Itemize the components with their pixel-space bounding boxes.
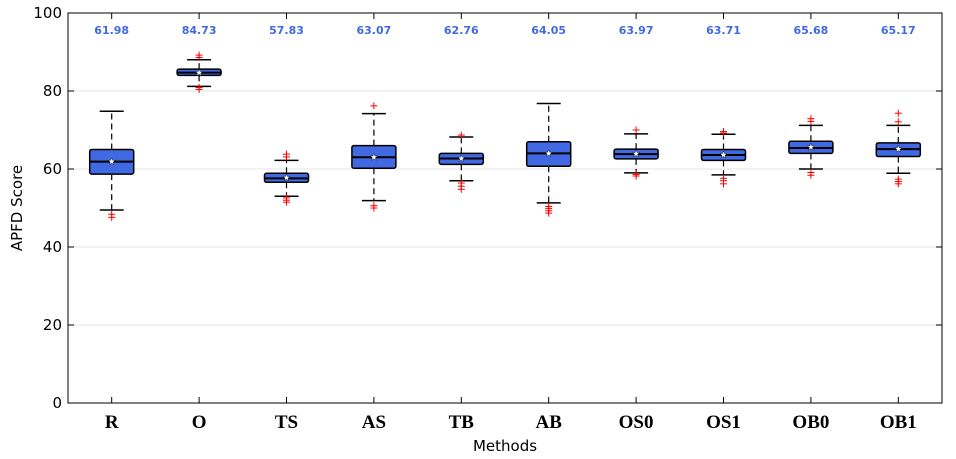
- box-AB: [525, 102, 572, 217]
- x-tick-label-OS1: OS1: [706, 412, 741, 433]
- box-OS1: [700, 128, 747, 188]
- outlier-point: [894, 109, 902, 117]
- box-AS: [351, 102, 397, 212]
- mean-marker: [369, 152, 378, 161]
- outlier-point: [457, 131, 465, 139]
- outlier-point: [632, 170, 640, 178]
- y-tick-label-20: 20: [43, 316, 62, 334]
- mean-label-O: 84.73: [182, 24, 217, 37]
- outlier-point: [545, 202, 553, 210]
- outlier-point: [195, 51, 203, 59]
- outlier-point: [720, 174, 727, 182]
- x-axis-label: Methods: [473, 437, 537, 455]
- mean-label-TS: 57.83: [269, 24, 304, 37]
- outlier-point: [894, 118, 902, 126]
- outlier-point: [370, 202, 378, 210]
- box-OS0: [613, 126, 659, 180]
- x-tick-label-R: R: [105, 412, 119, 433]
- box-R: [88, 110, 135, 221]
- mean-marker: [107, 157, 116, 166]
- outlier-point: [720, 128, 727, 136]
- outlier-point: [807, 115, 815, 123]
- outlier-point: [370, 102, 378, 110]
- outlier-point: [632, 126, 640, 134]
- x-tick-label-OS0: OS0: [619, 412, 654, 433]
- box-OB0: [788, 115, 834, 179]
- box-TB: [438, 131, 485, 193]
- mean-label-OB0: 65.68: [794, 24, 829, 37]
- y-axis-label: APFD Score: [8, 165, 26, 251]
- boxes: [88, 51, 922, 221]
- mean-marker: [282, 173, 291, 182]
- outlier-point: [108, 210, 116, 218]
- mean-label-AS: 63.07: [357, 24, 392, 37]
- x-tick-label-TB: TB: [449, 412, 475, 433]
- x-axis-ticks: R O TS AS TB AB OS0 OS1 OB0 OB1: [105, 13, 917, 433]
- mean-label-OS1: 63.71: [706, 24, 741, 37]
- outlier-point: [283, 150, 290, 158]
- outlier-point: [894, 175, 902, 183]
- y-tick-label-40: 40: [43, 238, 62, 256]
- mean-marker: [719, 150, 728, 159]
- grid-lines: [68, 90, 942, 326]
- plot-frame: [67, 12, 943, 404]
- x-tick-label-O: O: [192, 412, 207, 433]
- y-axis-ticks: 0 20 40 60 80 100: [33, 4, 942, 412]
- mean-marker: [195, 68, 204, 77]
- mean-label-R: 61.98: [94, 24, 129, 37]
- x-tick-label-OB0: OB0: [792, 412, 829, 433]
- mean-labels: 61.98 84.73 57.83 63.07 62.76 64.05 63.97 63.71…: [94, 24, 915, 37]
- outlier-point: [195, 83, 203, 91]
- mean-marker: [894, 144, 903, 153]
- y-tick-label-0: 0: [52, 394, 62, 412]
- mean-label-OS0: 63.97: [619, 24, 654, 37]
- mean-marker: [457, 154, 466, 163]
- outlier-point: [457, 179, 465, 187]
- mean-label-AB: 64.05: [531, 24, 566, 37]
- box-TS: [263, 150, 310, 206]
- mean-marker: [544, 149, 553, 157]
- box-O: [176, 51, 222, 93]
- mean-marker: [632, 149, 641, 158]
- x-tick-label-OB1: OB1: [880, 412, 917, 433]
- y-tick-label-60: 60: [43, 160, 62, 178]
- mean-label-OB1: 65.17: [881, 24, 916, 37]
- outlier-point: [807, 169, 815, 177]
- mean-marker: [806, 142, 815, 151]
- mean-label-TB: 62.76: [444, 24, 479, 37]
- box-OB1: [875, 109, 922, 188]
- y-tick-label-80: 80: [43, 82, 62, 100]
- x-tick-label-AB: AB: [535, 412, 562, 433]
- x-tick-label-TS: TS: [275, 412, 298, 433]
- y-tick-label-100: 100: [33, 4, 62, 22]
- x-tick-label-AS: AS: [362, 412, 386, 433]
- outlier-point: [283, 194, 290, 202]
